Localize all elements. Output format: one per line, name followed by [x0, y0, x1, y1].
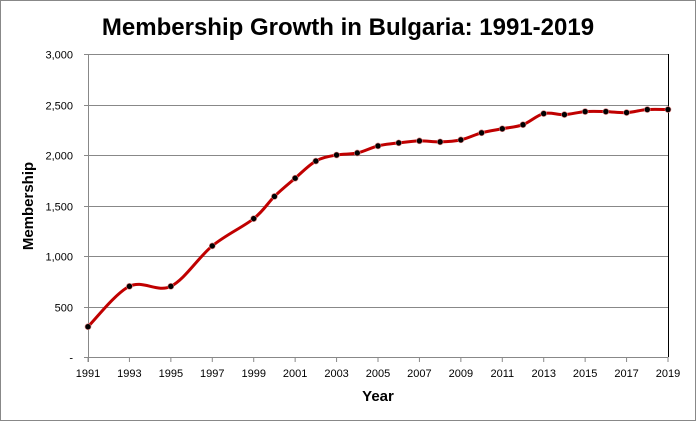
x-tick-label: 2019 — [656, 368, 680, 380]
data-point — [643, 106, 651, 113]
data-point — [540, 110, 548, 117]
data-point — [167, 282, 175, 290]
y-tick-label: 1,000 — [45, 252, 73, 264]
y-tick-label: 3,000 — [45, 50, 73, 62]
data-point — [498, 125, 506, 133]
data-point — [602, 108, 610, 115]
y-axis-label: Membership — [20, 162, 37, 250]
y-tick-label: 2,000 — [45, 151, 73, 163]
x-axis-label: Year — [362, 388, 394, 405]
data-point — [333, 151, 340, 159]
x-tick-label: 2005 — [366, 368, 390, 380]
y-tick-label: 2,500 — [45, 101, 73, 113]
data-point — [457, 136, 465, 144]
data-point — [519, 121, 527, 128]
data-point — [436, 138, 444, 146]
data-point — [271, 193, 278, 200]
data-point — [291, 174, 299, 182]
y-tick-label: 1,500 — [45, 202, 73, 214]
x-tick-label: 2011 — [490, 368, 514, 380]
x-tick-label: 2003 — [324, 368, 348, 380]
x-tick-label: 1997 — [200, 368, 224, 380]
x-tick-label: 1993 — [117, 368, 141, 380]
data-point — [395, 139, 403, 147]
x-tick-label: 2007 — [407, 368, 431, 380]
y-tick-label: - — [69, 353, 73, 365]
x-tick-label: 1991 — [76, 368, 100, 380]
data-point — [312, 157, 320, 165]
data-point — [581, 108, 589, 115]
data-point — [374, 142, 382, 150]
data-point — [208, 242, 216, 250]
data-point — [250, 215, 258, 222]
data-point — [623, 109, 630, 116]
x-tick-label: 2013 — [531, 368, 555, 380]
data-point — [664, 106, 672, 113]
data-point — [353, 149, 361, 157]
x-tick-label: 2015 — [573, 368, 597, 380]
chart-title: Membership Growth in Bulgaria: 1991-2019 — [102, 14, 594, 41]
data-point — [478, 129, 485, 137]
x-tick-label: 1995 — [159, 368, 183, 380]
data-point — [126, 282, 133, 290]
x-tick-label: 2001 — [283, 368, 307, 380]
x-tick-label: 1999 — [241, 368, 265, 380]
x-tick-label: 2009 — [449, 368, 473, 380]
data-point — [561, 111, 568, 118]
data-point — [84, 323, 92, 331]
data-point — [416, 137, 423, 145]
y-tick-label: 500 — [55, 303, 73, 315]
x-tick-label: 2017 — [614, 368, 638, 380]
